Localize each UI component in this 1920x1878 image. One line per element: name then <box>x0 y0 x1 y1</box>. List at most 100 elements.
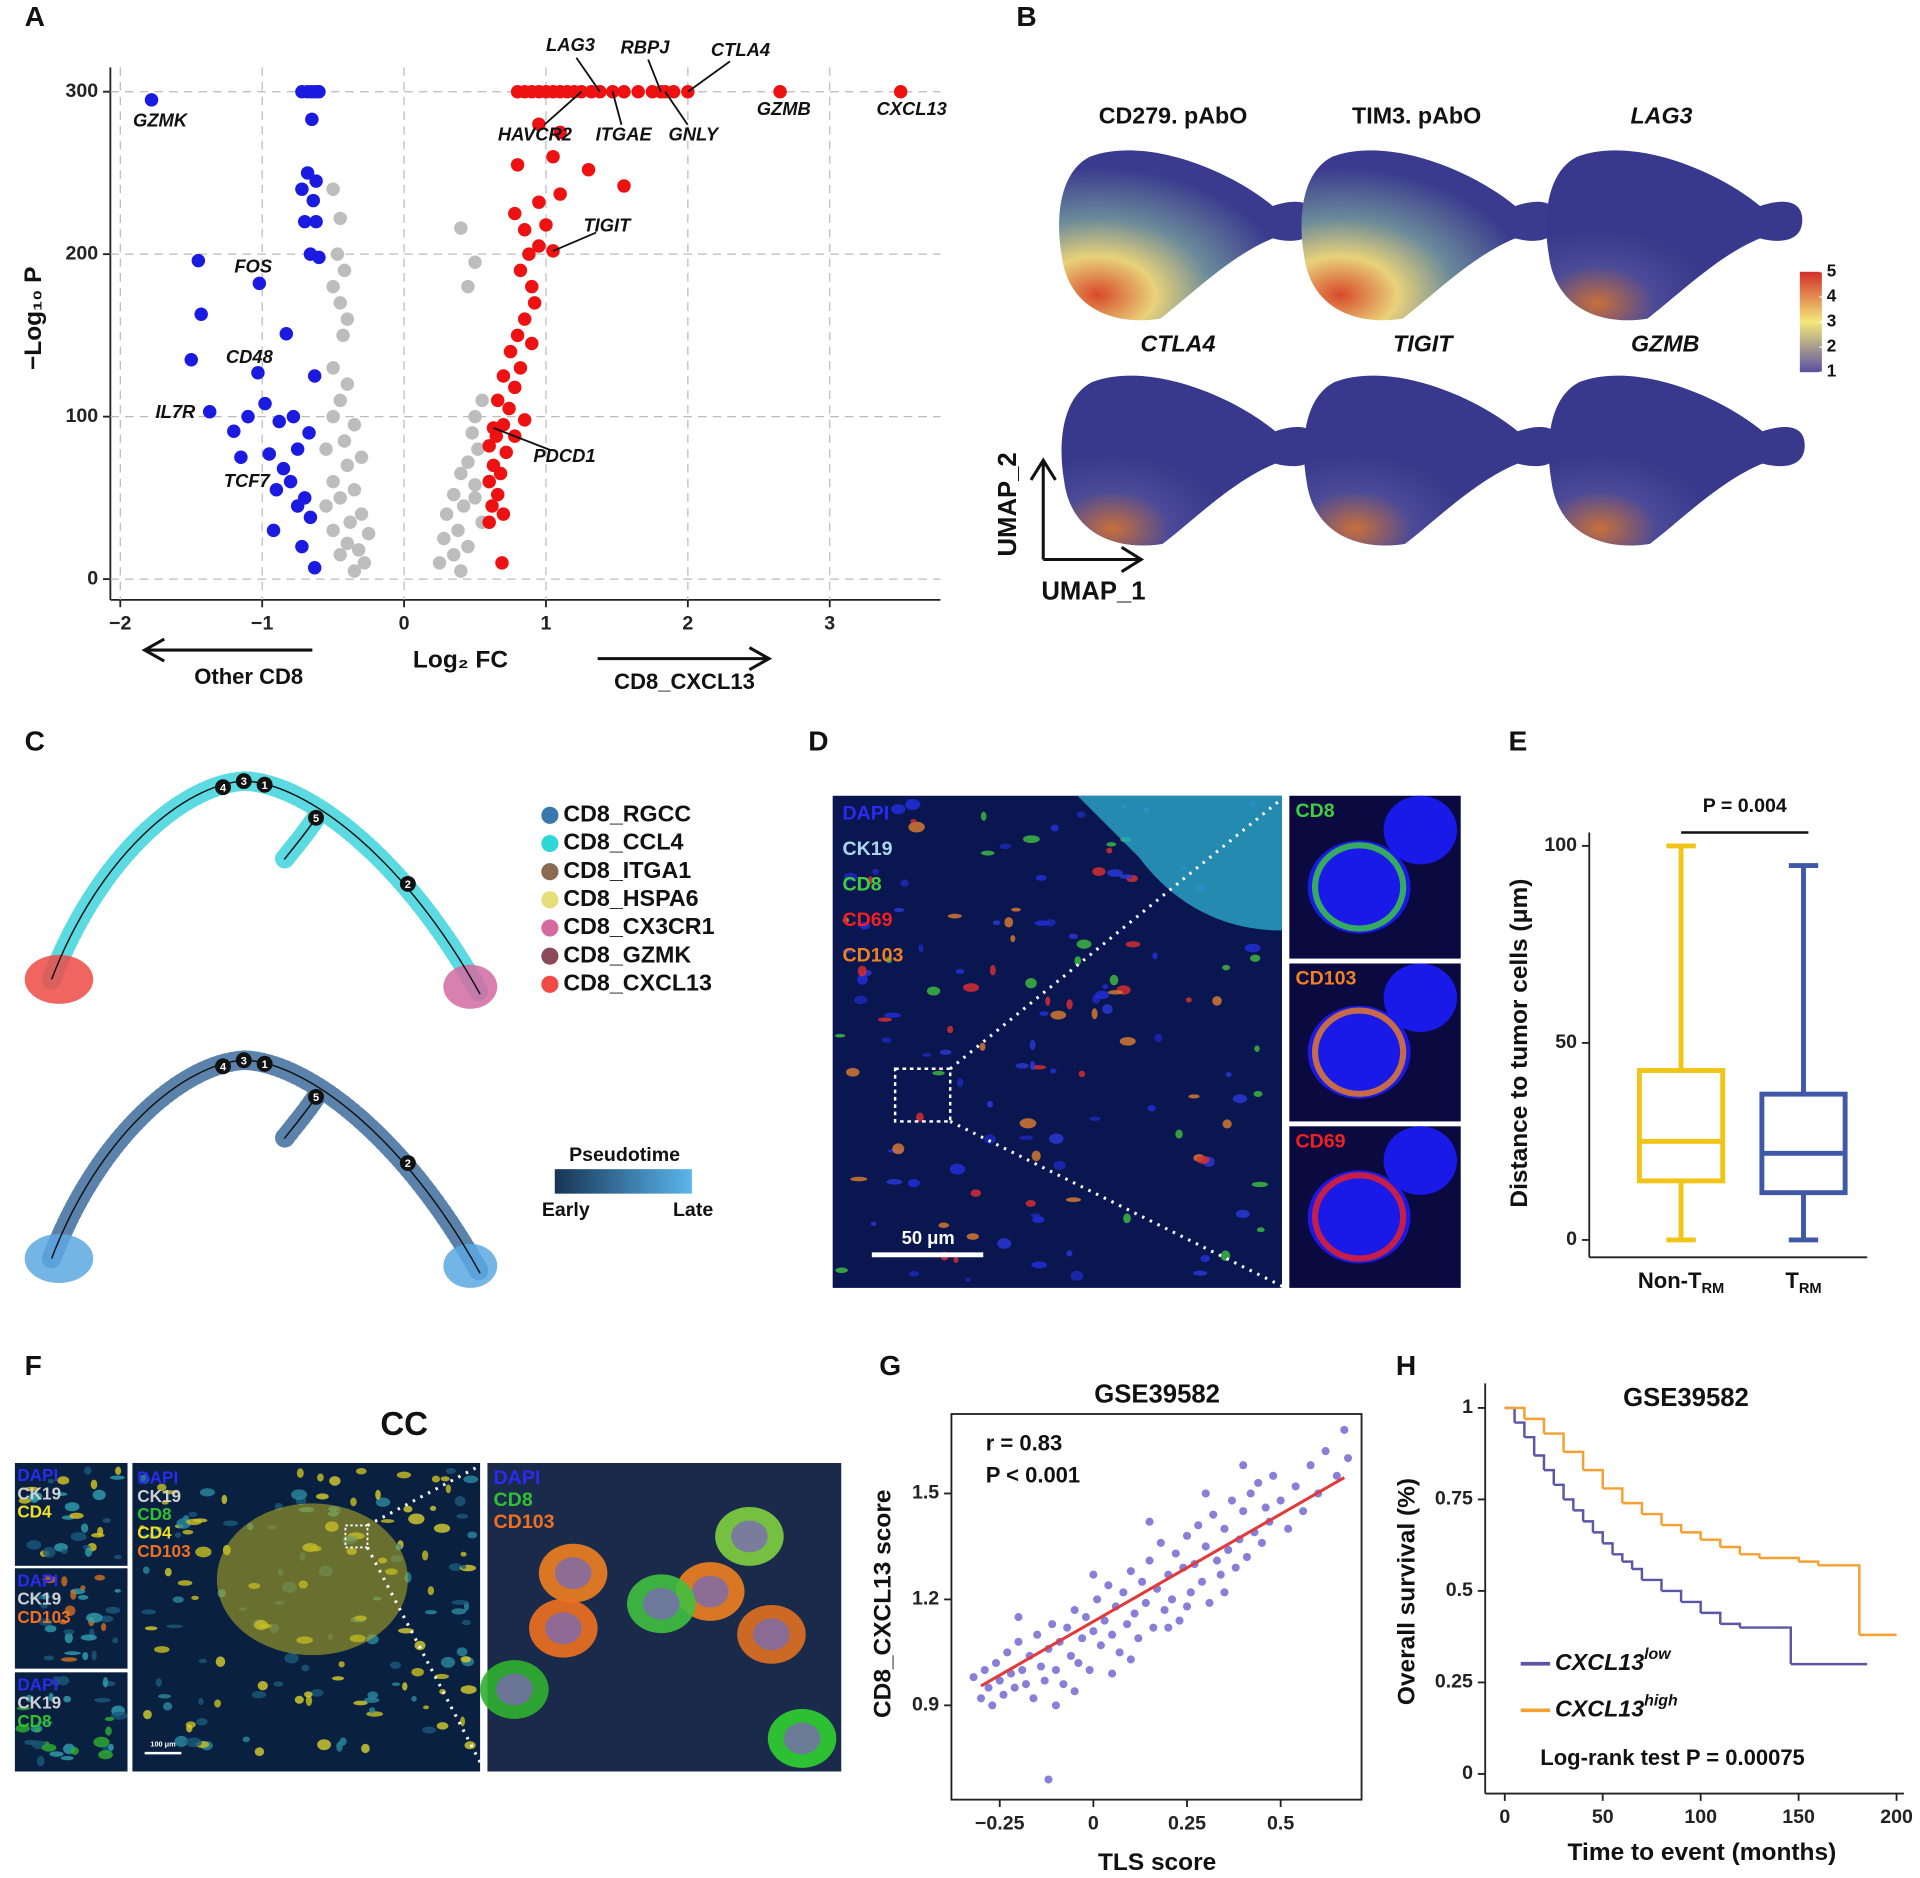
leader-line <box>664 91 689 126</box>
y-tick-label: 100 <box>1544 834 1577 856</box>
x-axis-label: Log₂ FC <box>413 647 508 674</box>
cell <box>424 1610 437 1615</box>
km-step <box>1661 1589 1683 1602</box>
cell <box>1102 1004 1113 1015</box>
nucleus <box>554 1557 592 1590</box>
cell <box>242 1736 250 1743</box>
cell <box>98 1750 113 1760</box>
cell <box>980 811 987 821</box>
cell <box>989 965 996 976</box>
point <box>461 455 475 469</box>
cell <box>80 1634 97 1641</box>
cell <box>922 1053 932 1057</box>
cell <box>42 1575 57 1584</box>
point <box>1033 1630 1042 1639</box>
km-step <box>1632 1567 1644 1580</box>
scale-bar-label: 100 μm <box>150 1739 176 1748</box>
cell <box>398 1627 414 1634</box>
cell <box>59 1619 68 1625</box>
nucleus <box>1383 1126 1458 1195</box>
cell <box>164 1567 172 1577</box>
cell <box>34 1728 41 1733</box>
marker-ring <box>1311 842 1407 932</box>
point <box>485 499 499 513</box>
cell <box>55 1492 68 1497</box>
umap-ylabel: UMAP_2 <box>994 452 1022 556</box>
cell <box>154 1646 170 1653</box>
point <box>553 187 567 201</box>
cell <box>870 1221 877 1226</box>
x-tick-label: 0 <box>399 613 410 635</box>
colorbar <box>1799 271 1822 373</box>
gene-label: HAVCR2 <box>498 124 573 145</box>
cell <box>389 1661 401 1669</box>
panel-title: CC <box>380 1406 428 1443</box>
point <box>988 1701 997 1710</box>
cell <box>835 1267 848 1274</box>
point <box>461 279 475 294</box>
cell <box>966 1233 979 1240</box>
legend-label: CD8_CX3CR1 <box>563 913 714 939</box>
y-tick-label: 0.5 <box>1446 1579 1473 1601</box>
point <box>666 84 681 99</box>
point <box>333 296 347 310</box>
cell <box>1193 1270 1208 1276</box>
cell <box>1119 874 1133 880</box>
point <box>1182 1531 1192 1540</box>
point <box>1197 1577 1207 1586</box>
cell <box>422 1726 436 1734</box>
cell <box>105 1726 112 1736</box>
cell <box>91 1650 97 1661</box>
panel-label: G <box>879 1350 901 1381</box>
pseudotime-high: Late <box>673 1199 713 1221</box>
gene-label: PDCD1 <box>533 445 595 466</box>
cell <box>451 1600 469 1605</box>
cell <box>1200 1254 1211 1263</box>
point <box>1044 1775 1053 1784</box>
cell <box>965 1277 971 1282</box>
point <box>522 247 536 261</box>
km-step <box>1788 1626 1793 1665</box>
cell <box>143 1709 152 1720</box>
nucleus <box>1383 795 1458 865</box>
cell <box>1125 941 1141 948</box>
cell <box>1010 935 1016 943</box>
point <box>1126 1655 1135 1664</box>
channel-label: DAPI <box>17 1674 58 1694</box>
point <box>1029 1694 1038 1703</box>
cell <box>1188 1094 1200 1099</box>
point <box>234 450 248 464</box>
km-step <box>1681 1600 1702 1613</box>
cell <box>1092 867 1106 876</box>
point <box>496 369 511 383</box>
nucleus <box>544 1612 582 1645</box>
km-step <box>1798 1560 1820 1566</box>
cell <box>1254 1045 1260 1052</box>
point <box>995 1676 1004 1685</box>
leader-line <box>611 91 623 125</box>
gene-label: GZMB <box>757 98 811 119</box>
y-axis-label: CD8_CXCL13 score <box>870 1490 897 1718</box>
cell <box>1106 869 1123 877</box>
cell <box>155 1678 162 1687</box>
point <box>340 458 355 473</box>
umap-xlabel: UMAP_1 <box>1041 577 1145 605</box>
cell <box>1034 920 1050 926</box>
cell <box>375 1497 391 1507</box>
state-label: 5 <box>313 813 319 825</box>
arrow-label: CD8_CXCL13 <box>614 669 755 694</box>
point <box>326 409 340 424</box>
cell <box>108 1743 114 1751</box>
cell <box>1066 1250 1073 1257</box>
cell <box>90 1479 98 1490</box>
cell <box>64 1632 73 1644</box>
point <box>1186 1588 1195 1597</box>
stat-label: P < 0.001 <box>986 1462 1080 1487</box>
cell <box>1123 1213 1131 1224</box>
state-label: 2 <box>405 879 411 891</box>
point <box>295 182 309 196</box>
x-tick-label: 0.5 <box>1267 1812 1294 1834</box>
cell <box>1222 964 1231 971</box>
point <box>227 424 241 438</box>
